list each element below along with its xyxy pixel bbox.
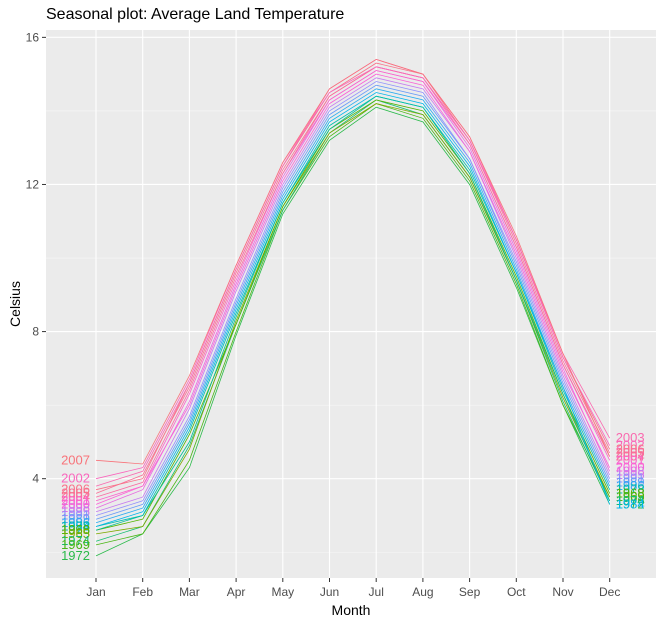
year-label-right-1989: 1989 bbox=[616, 474, 645, 489]
year-label-left-1969: 1969 bbox=[61, 537, 90, 552]
y-tick-label: 4 bbox=[32, 472, 39, 486]
series-line-1989 bbox=[95, 84, 611, 520]
series-line-1968 bbox=[95, 99, 611, 531]
year-label-right-2004: 2004 bbox=[616, 449, 645, 464]
x-tick-label: May bbox=[271, 585, 294, 599]
year-label-right-1976: 1976 bbox=[616, 493, 645, 508]
year-label-left-1984: 1984 bbox=[61, 519, 90, 534]
year-label-right-1998: 1998 bbox=[616, 463, 645, 478]
year-label-left-1978: 1978 bbox=[61, 519, 90, 534]
series-line-2005 bbox=[95, 66, 611, 494]
year-label-right-1968: 1968 bbox=[616, 485, 645, 500]
year-label-right-2006: 2006 bbox=[616, 441, 645, 456]
y-axis-ticks: 4 8 12 16 bbox=[26, 30, 46, 486]
year-label-left-1986: 1986 bbox=[61, 515, 90, 530]
y-axis-title: Celsius bbox=[7, 281, 23, 327]
year-label-left-2007: 2007 bbox=[61, 452, 90, 467]
year-label-right-1965: 1965 bbox=[616, 489, 645, 504]
x-tick-label: Jan bbox=[86, 585, 105, 599]
year-label-right-1978: 1978 bbox=[616, 482, 645, 497]
x-axis-ticks: Jan Feb Mar Apr May Jun Jul Aug Sep Oct Nov Dec bbox=[86, 578, 620, 599]
year-label-left-1965: 1965 bbox=[61, 526, 90, 541]
x-tick-label: Jun bbox=[320, 585, 339, 599]
year-label-right-2003: 2003 bbox=[616, 430, 645, 445]
year-label-left-1989: 1989 bbox=[61, 511, 90, 526]
series-line-2000 bbox=[95, 73, 611, 505]
series-lines bbox=[95, 58, 611, 557]
year-label-right-1969: 1969 bbox=[616, 489, 645, 504]
year-label-left-2005: 2005 bbox=[61, 485, 90, 500]
x-tick-label: Dec bbox=[599, 585, 620, 599]
year-label-left-1998: 1998 bbox=[61, 500, 90, 515]
x-tick-label: Apr bbox=[227, 585, 246, 599]
series-line-1969 bbox=[95, 103, 611, 546]
y-tick-label: 16 bbox=[26, 30, 40, 44]
x-tick-label: Aug bbox=[412, 585, 433, 599]
y-tick-label: 8 bbox=[32, 325, 39, 339]
series-line-1984 bbox=[95, 92, 611, 527]
year-label-right-2001: 2001 bbox=[616, 452, 645, 467]
year-label-left-2004: 2004 bbox=[61, 489, 90, 504]
year-label-right-1984: 1984 bbox=[616, 496, 645, 511]
x-tick-label: Mar bbox=[179, 585, 200, 599]
year-labels: 2007200220042005200620012000199819951991… bbox=[61, 430, 645, 563]
year-label-right-2005: 2005 bbox=[616, 445, 645, 460]
x-tick-label: Sep bbox=[459, 585, 481, 599]
x-tick-label: Nov bbox=[552, 585, 573, 599]
year-label-left-2001: 2001 bbox=[61, 493, 90, 508]
x-tick-label: Oct bbox=[507, 585, 526, 599]
year-label-left-1968: 1968 bbox=[61, 522, 90, 537]
year-label-left-1991: 1991 bbox=[61, 508, 90, 523]
series-line-1991 bbox=[95, 81, 611, 516]
series-line-1972 bbox=[95, 106, 611, 557]
series-line-1995 bbox=[95, 77, 611, 513]
year-label-left-1974: 1974 bbox=[61, 533, 90, 548]
year-label-right-2002: 2002 bbox=[616, 438, 645, 453]
x-tick-label: Feb bbox=[132, 585, 153, 599]
x-tick-label: Jul bbox=[369, 585, 384, 599]
series-line-2007 bbox=[95, 58, 611, 465]
series-line-1976 bbox=[95, 95, 611, 531]
year-label-left-1972: 1972 bbox=[61, 548, 90, 563]
year-label-left-1995: 1995 bbox=[61, 504, 90, 519]
major-gridlines bbox=[46, 30, 656, 578]
year-label-right-1995: 1995 bbox=[616, 467, 645, 482]
chart-title: Seasonal plot: Average Land Temperature bbox=[46, 6, 345, 23]
year-label-right-1974: 1974 bbox=[616, 493, 645, 508]
year-label-left-2002: 2002 bbox=[61, 471, 90, 486]
year-label-left-1976: 1976 bbox=[61, 522, 90, 537]
year-label-right-1986: 1986 bbox=[616, 478, 645, 493]
series-line-1986 bbox=[95, 88, 611, 524]
year-label-right-2000: 2000 bbox=[616, 460, 645, 475]
minor-gridlines bbox=[46, 110, 656, 553]
x-axis-title: Month bbox=[332, 602, 371, 618]
year-label-right-1991: 1991 bbox=[616, 471, 645, 486]
year-label-left-2000: 2000 bbox=[61, 496, 90, 511]
year-label-left-2006: 2006 bbox=[61, 482, 90, 497]
y-tick-label: 12 bbox=[26, 178, 40, 192]
year-label-right-1972: 1972 bbox=[616, 496, 645, 511]
year-label-right-2007: 2007 bbox=[616, 449, 645, 464]
